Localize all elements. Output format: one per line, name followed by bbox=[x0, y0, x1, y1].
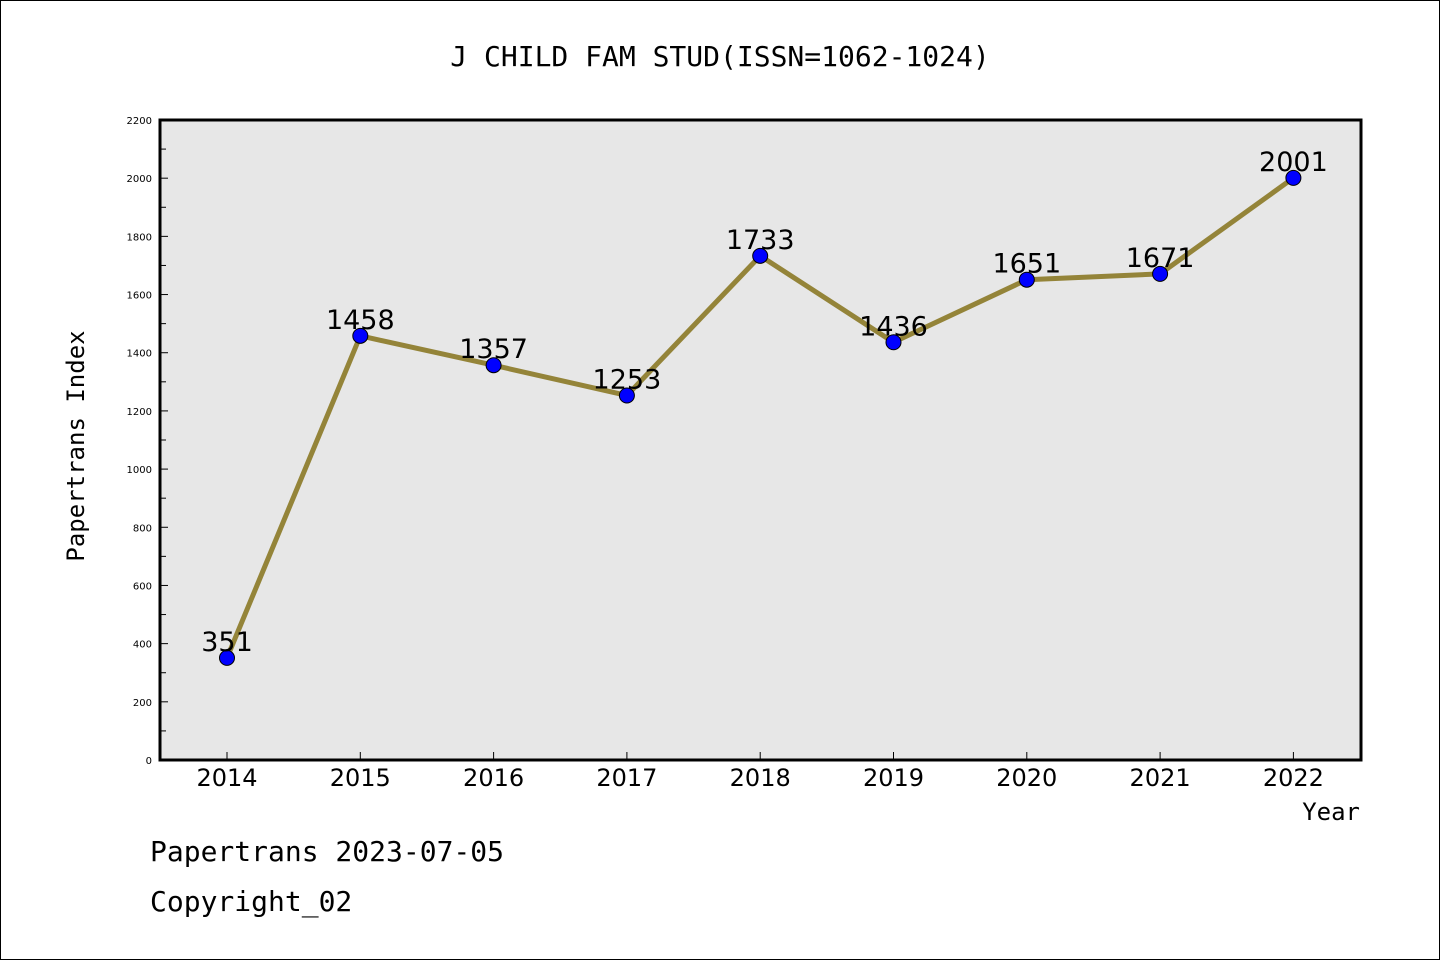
data-point-marker bbox=[1018, 271, 1035, 288]
x-tick-label: 2014 bbox=[196, 764, 257, 792]
plot-area bbox=[158, 118, 1363, 762]
y-axis-ticks: 0 200 400 600 800 1000 1200 1400 1600 1800 2000 220… bbox=[127, 116, 168, 767]
y-tick-label: 1800 bbox=[127, 232, 152, 243]
y-tick-label: 1000 bbox=[127, 465, 152, 476]
data-label: 1458 bbox=[326, 305, 395, 336]
x-tick-label: 2020 bbox=[996, 764, 1057, 792]
x-tick-label: 2016 bbox=[463, 764, 524, 792]
data-label: 1436 bbox=[859, 311, 928, 342]
x-tick-label: 2022 bbox=[1263, 764, 1324, 792]
y-tick-label: 600 bbox=[133, 581, 152, 592]
data-label: 1651 bbox=[992, 249, 1061, 280]
y-tick-label: 1400 bbox=[127, 349, 152, 360]
data-label: 2001 bbox=[1259, 147, 1328, 178]
y-tick-label: 1200 bbox=[127, 407, 152, 418]
y-tick-label: 0 bbox=[146, 756, 152, 767]
data-point-marker bbox=[885, 334, 902, 351]
x-tick-label: 2019 bbox=[863, 764, 924, 792]
y-tick-label: 1600 bbox=[127, 291, 152, 302]
y-tick-label: 2000 bbox=[127, 174, 152, 185]
x-axis-ticks: 2014 2015 2016 2017 2018 2019 2020 2021 2022 bbox=[196, 752, 1324, 792]
data-point-marker bbox=[1285, 169, 1302, 186]
y-tick-label: 2200 bbox=[127, 116, 152, 127]
data-point-marker bbox=[485, 357, 502, 374]
data-point-marker bbox=[618, 387, 635, 404]
x-tick-label: 2015 bbox=[330, 764, 391, 792]
data-point-marker bbox=[352, 327, 369, 344]
data-label: 351 bbox=[201, 627, 253, 658]
x-tick-label: 2017 bbox=[596, 764, 657, 792]
x-tick-label: 2021 bbox=[1130, 764, 1191, 792]
footer-copyright: Copyright_02 bbox=[150, 885, 353, 918]
x-axis-label: Year bbox=[1302, 798, 1360, 826]
data-label: 1253 bbox=[593, 364, 662, 395]
chart-title: J CHILD FAM STUD(ISSN=1062-1024) bbox=[450, 40, 989, 73]
footer-publisher-date: Papertrans 2023-07-05 bbox=[150, 835, 505, 868]
data-point-marker bbox=[752, 247, 769, 264]
data-point-marker bbox=[1152, 265, 1169, 282]
y-axis-label: Papertrans Index bbox=[62, 330, 90, 561]
y-tick-label: 400 bbox=[133, 640, 152, 651]
data-labels: 351 1458 1357 1253 1733 1436 1651 1671 2001 bbox=[201, 147, 1328, 658]
data-label: 1733 bbox=[726, 225, 795, 256]
x-tick-label: 2018 bbox=[730, 764, 791, 792]
y-tick-label: 800 bbox=[133, 523, 152, 534]
data-point-marker bbox=[219, 649, 235, 666]
data-label: 1671 bbox=[1126, 243, 1195, 274]
y-tick-label: 200 bbox=[133, 698, 152, 709]
data-label: 1357 bbox=[459, 334, 528, 365]
series-group bbox=[219, 169, 1302, 666]
